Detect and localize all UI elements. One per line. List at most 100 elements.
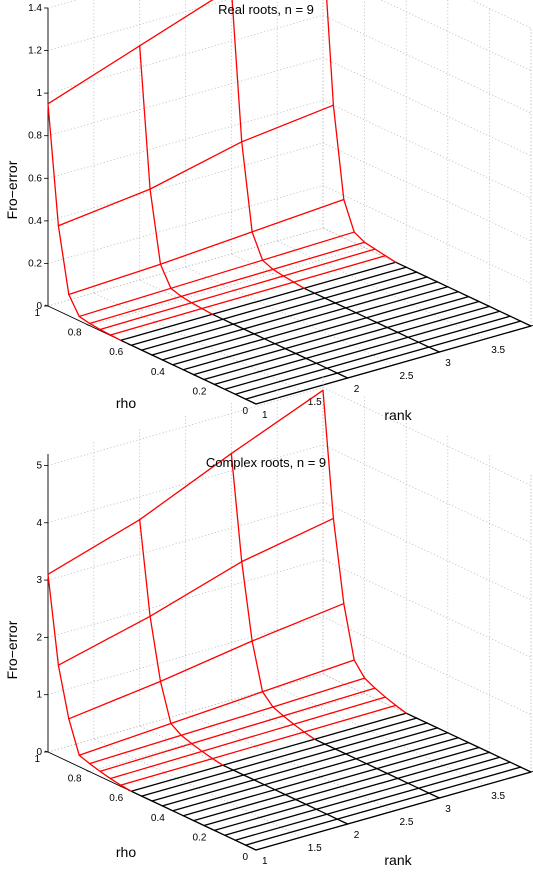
mesh-line-rank: [303, 704, 397, 733]
mesh-line-rho: [417, 341, 430, 348]
mesh-line-rank: [284, 767, 378, 796]
mesh-line-rho: [201, 307, 214, 315]
mesh-line-rho: [447, 286, 459, 293]
mesh-line-rank: [140, 769, 234, 797]
mesh-line-rho: [192, 373, 205, 381]
grid-rank-floor: [93, 738, 303, 838]
mesh-line-rho: [417, 787, 430, 794]
mesh-line-rank: [139, 0, 214, 47]
grid-z-right: [322, 185, 532, 284]
mesh-line-rho: [376, 767, 388, 775]
grid-z-right: [322, 616, 532, 716]
mesh-line-rho: [263, 784, 276, 791]
mesh-line-rho: [130, 344, 143, 351]
mesh-line-rank: [407, 310, 501, 338]
mesh-line-rho: [336, 818, 349, 825]
mesh-line-rank: [211, 287, 305, 315]
mesh-line-rho: [324, 743, 336, 750]
mesh-line-rho: [192, 819, 205, 827]
mesh-line-rho: [140, 349, 153, 356]
mesh-line-rank: [170, 691, 264, 725]
mesh-line-rank: [88, 734, 182, 765]
rho-axis-label: rho: [116, 844, 136, 860]
mesh-line-rho: [519, 320, 532, 327]
mesh-line-rank: [120, 757, 214, 786]
mesh-line-rho: [211, 313, 224, 320]
mesh-line-rank: [222, 292, 316, 320]
mesh-line-rho: [374, 248, 387, 257]
mesh-line-rho: [397, 331, 409, 338]
mesh-line-rho: [488, 305, 501, 312]
mesh-line-rho: [303, 731, 316, 740]
mesh-line-rho: [315, 362, 328, 369]
mesh-line-rho: [284, 347, 297, 355]
z-tick-label: 0: [36, 747, 42, 758]
mesh-line-rho: [322, 389, 335, 520]
mesh-line-rank: [99, 302, 193, 331]
mesh-line-rank: [313, 712, 407, 740]
mesh-line-rho: [241, 141, 253, 233]
mesh-line-rank: [161, 333, 255, 361]
mesh-line-rho: [172, 810, 184, 817]
mesh-line-rank: [47, 45, 141, 105]
grid-rank-floor: [93, 292, 303, 392]
mesh-line-rank: [251, 198, 345, 233]
mesh-line-rho: [282, 275, 295, 283]
mesh-line-rho: [353, 231, 366, 243]
z-tick-label: 0.2: [28, 258, 42, 269]
mesh-line-rho: [180, 295, 193, 304]
mesh-line-rho: [499, 310, 511, 317]
rho-tick-label: 0: [242, 406, 248, 417]
mesh-line-rho: [149, 615, 162, 683]
mesh-line-rho: [211, 757, 224, 766]
mesh-line-rho: [251, 640, 264, 693]
mesh-line-rho: [232, 769, 245, 776]
rho-tick-label: 0.6: [109, 347, 123, 358]
mesh-line-rank: [417, 315, 511, 343]
mesh-line-rho: [232, 323, 245, 330]
z-tick-label: 5: [36, 461, 42, 472]
grid-rho-floor: [47, 227, 324, 307]
grid-z-right: [322, 444, 532, 544]
mesh-line-rank: [365, 291, 459, 319]
mesh-line-rho: [305, 803, 318, 810]
mesh-line-rho: [457, 291, 470, 298]
mesh-line-rank: [293, 696, 387, 725]
rank-axis-label: rank: [384, 852, 412, 868]
mesh-line-rank: [192, 793, 286, 822]
mesh-line-rho: [509, 315, 522, 322]
mesh-line-rank: [305, 331, 399, 360]
mesh-line-rank: [182, 789, 276, 817]
mesh-line-rho: [68, 718, 80, 756]
mesh-line-rho: [374, 687, 387, 698]
mesh-line-rho: [334, 748, 347, 755]
mesh-line-rank: [234, 813, 328, 841]
mesh-line-rho: [355, 758, 368, 765]
rho-tick-label: 1: [34, 308, 40, 319]
mesh-line-rho: [159, 263, 172, 289]
mesh-line-rho: [263, 338, 276, 345]
grid-rank-floor: [185, 712, 394, 812]
mesh-line-rho: [88, 762, 101, 772]
mesh-line-rho: [261, 691, 274, 708]
mesh-line-rank: [230, 389, 324, 455]
mesh-line-rank: [203, 798, 297, 827]
chart-bottom: 11.522.533.5400.20.40.60.81012345Complex…: [4, 376, 533, 868]
rank-tick-label: 2: [354, 830, 360, 841]
mesh-line-rho: [295, 798, 307, 806]
rho-tick-label: 1: [34, 754, 40, 765]
mesh-line-rho: [231, 0, 243, 143]
mesh-line-rho: [151, 354, 164, 361]
mesh-line-rank: [272, 241, 366, 270]
grid-z-right: [322, 559, 532, 658]
mesh-line-rho: [109, 334, 122, 341]
mesh-line-rho: [326, 0, 335, 106]
mesh-line-rank: [244, 818, 338, 846]
mesh-line-rank: [313, 266, 407, 294]
mesh-line-rank: [282, 687, 376, 717]
mesh-line-rank: [386, 746, 480, 775]
grid-z-right: [322, 14, 532, 114]
mesh-line-rho: [467, 295, 480, 303]
z-tick-label: 0: [36, 301, 42, 312]
z-tick-label: 2: [36, 632, 42, 643]
